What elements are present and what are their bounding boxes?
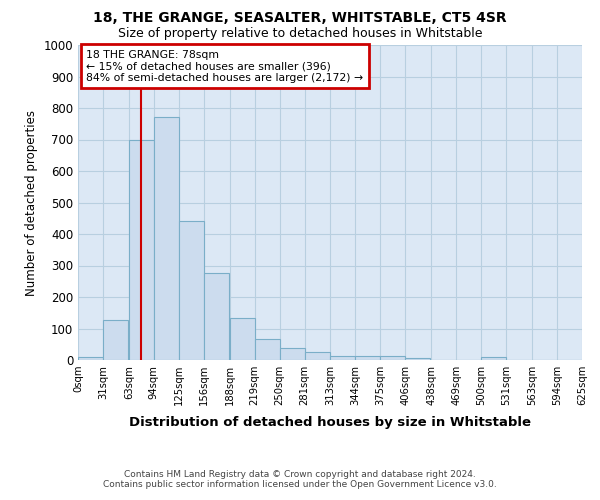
Bar [230,318,254,360]
Text: 18, THE GRANGE, SEASALTER, WHITSTABLE, CT5 4SR: 18, THE GRANGE, SEASALTER, WHITSTABLE, C… [93,11,507,25]
Text: 18 THE GRANGE: 78sqm
← 15% of detached houses are smaller (396)
84% of semi-deta: 18 THE GRANGE: 78sqm ← 15% of detached h… [86,50,363,83]
Bar [154,118,179,360]
Bar [481,358,506,360]
Bar [78,358,103,360]
Bar [406,358,430,360]
Text: Size of property relative to detached houses in Whitstable: Size of property relative to detached ho… [118,28,482,40]
Y-axis label: Number of detached properties: Number of detached properties [25,110,38,296]
Bar [103,320,128,360]
Bar [179,222,204,360]
Bar [129,140,154,360]
Bar [254,338,280,360]
Bar [380,356,406,360]
Bar [204,274,229,360]
Bar [280,348,305,360]
X-axis label: Distribution of detached houses by size in Whitstable: Distribution of detached houses by size … [129,416,531,430]
Text: Contains HM Land Registry data © Crown copyright and database right 2024.
Contai: Contains HM Land Registry data © Crown c… [103,470,497,489]
Bar [331,356,355,360]
Bar [305,352,329,360]
Bar [355,356,380,360]
